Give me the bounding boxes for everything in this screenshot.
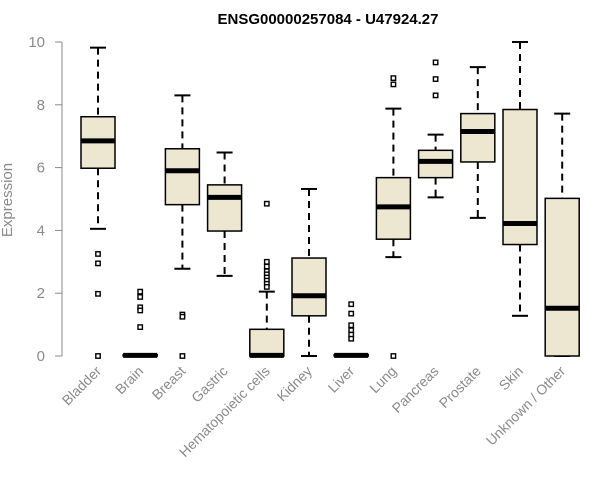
outlier-point xyxy=(95,290,101,297)
iqr-box xyxy=(249,328,285,357)
box-1 xyxy=(80,46,116,359)
outlier-point xyxy=(179,353,186,359)
box-group xyxy=(80,41,580,359)
iqr-box xyxy=(460,112,496,163)
x-tick-label: Bladder xyxy=(59,363,105,409)
box-3 xyxy=(164,94,201,359)
iqr-box xyxy=(291,257,327,317)
box-8 xyxy=(375,75,412,359)
x-tick-label: Brain xyxy=(112,363,146,397)
outlier-point xyxy=(137,288,144,295)
y-axis-label: Expression xyxy=(0,163,16,237)
outlier-point xyxy=(137,307,144,314)
outlier-point xyxy=(95,260,101,267)
box-9 xyxy=(417,59,454,199)
x-tick-label: Liver xyxy=(325,363,358,396)
outlier-point xyxy=(348,301,355,308)
y-axis: 0 2 4 6 8 10 xyxy=(28,34,63,365)
outlier-point xyxy=(432,92,439,99)
outlier-point xyxy=(263,200,270,207)
outlier-point xyxy=(348,310,355,317)
x-tick-label: Prostate xyxy=(436,363,484,411)
x-tick-label: Skin xyxy=(496,363,527,394)
outlier-point xyxy=(263,258,270,265)
iqr-box xyxy=(417,149,454,179)
x-tick-label: Breast xyxy=(149,363,189,403)
iqr-box xyxy=(206,184,243,232)
y-tick-label: 8 xyxy=(37,97,45,114)
box-2 xyxy=(122,288,158,358)
outlier-point xyxy=(95,251,101,257)
x-tick-label: Kidney xyxy=(274,363,316,405)
outlier-point xyxy=(390,81,397,88)
x-tick-label: Pancreas xyxy=(389,363,442,416)
outlier-point xyxy=(95,353,101,359)
outlier-point xyxy=(263,263,270,270)
box-12 xyxy=(544,112,580,357)
box-10 xyxy=(460,66,496,219)
outlier-point xyxy=(263,284,270,290)
y-tick-label: 0 xyxy=(37,348,45,365)
outlier-point xyxy=(432,59,439,66)
iqr-box xyxy=(544,197,580,357)
y-tick-label: 10 xyxy=(28,34,45,51)
outlier-point xyxy=(348,322,355,329)
x-tick-label: Unknown / Other xyxy=(483,363,569,449)
chart-title: ENSG00000257084 - U47924.27 xyxy=(217,11,438,28)
y-tick-label: 4 xyxy=(37,222,45,239)
outlier-point xyxy=(348,335,355,342)
outlier-point xyxy=(137,294,144,300)
box-7 xyxy=(333,301,369,358)
y-tick-label: 2 xyxy=(37,285,45,302)
outlier-point xyxy=(179,313,186,320)
box-11 xyxy=(502,41,538,317)
y-tick-label: 6 xyxy=(37,160,45,177)
box-6 xyxy=(291,187,327,357)
outlier-point xyxy=(390,75,397,82)
x-tick-label: Lung xyxy=(366,363,399,396)
iqr-box xyxy=(164,148,201,206)
outlier-point xyxy=(432,76,439,82)
outlier-point xyxy=(390,353,397,359)
outlier-point xyxy=(137,324,144,331)
box-4 xyxy=(206,151,243,277)
box-5 xyxy=(249,200,285,358)
